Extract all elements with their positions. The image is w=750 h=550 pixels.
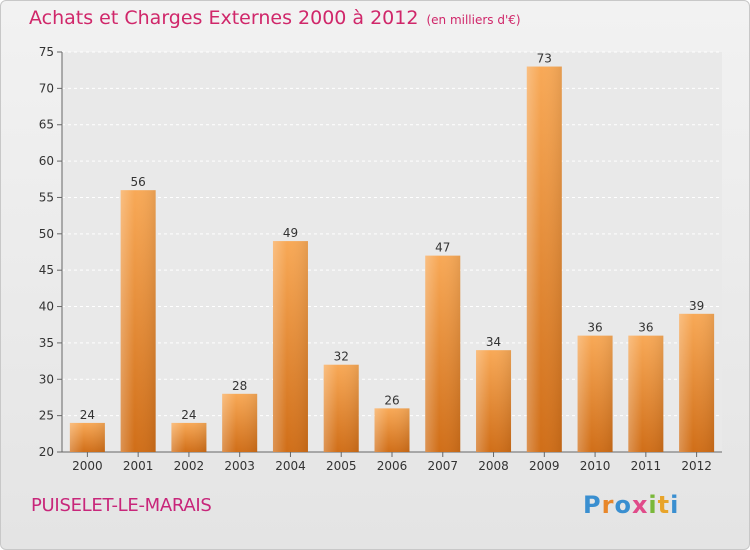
y-tick-label: 50 xyxy=(39,227,54,241)
bar-shade-2003 xyxy=(222,393,258,452)
y-tick-label: 40 xyxy=(39,300,54,314)
x-tick-label: 2003 xyxy=(224,459,255,473)
x-tick-label: 2002 xyxy=(174,459,205,473)
bar-shade-2006 xyxy=(374,408,410,452)
bar-value-label: 39 xyxy=(689,299,704,313)
y-tick-label: 60 xyxy=(39,154,54,168)
x-tick-label: 2009 xyxy=(529,459,560,473)
y-tick-label: 70 xyxy=(39,81,54,95)
x-tick-label: 2012 xyxy=(681,459,712,473)
x-tick-label: 2006 xyxy=(377,459,408,473)
bar-value-label: 36 xyxy=(587,321,602,335)
bar-value-label: 56 xyxy=(131,175,146,189)
x-tick-label: 2011 xyxy=(631,459,662,473)
bar-shade-2000 xyxy=(69,422,105,452)
proxiti-logo: Proxiti xyxy=(583,491,680,519)
x-tick-label: 2008 xyxy=(478,459,509,473)
bar-value-label: 47 xyxy=(435,241,450,255)
bar-shade-2005 xyxy=(323,364,359,452)
bar-shade-2008 xyxy=(476,350,512,452)
y-tick-label: 65 xyxy=(39,118,54,132)
grid-lines xyxy=(62,51,722,453)
bar-value-label: 73 xyxy=(537,52,552,66)
bar-shade-2002 xyxy=(171,422,207,452)
x-tick-label: 2000 xyxy=(72,459,103,473)
bar-value-label: 36 xyxy=(638,321,653,335)
y-tick-label: 55 xyxy=(39,190,54,204)
y-tick-label: 20 xyxy=(39,445,54,459)
x-tick-label: 2010 xyxy=(580,459,611,473)
x-tick-label: 2004 xyxy=(275,459,306,473)
bar-value-label: 34 xyxy=(486,335,501,349)
bar-shade-2001 xyxy=(120,190,156,452)
bar-value-label: 26 xyxy=(384,393,399,407)
x-tick-label: 2005 xyxy=(326,459,357,473)
bar-value-label: 32 xyxy=(334,350,349,364)
bar-shade-2012 xyxy=(679,313,715,452)
bar-value-label: 28 xyxy=(232,379,247,393)
y-tick-label: 45 xyxy=(39,263,54,277)
bars: 24 56 24 28 49 32 26 47 34 73 36 36 39 xyxy=(69,52,715,452)
bar-value-label: 24 xyxy=(80,408,95,422)
bar-value-label: 49 xyxy=(283,226,298,240)
chart-unit-note: (en milliers d'€) xyxy=(426,13,521,27)
x-tick-label: 2007 xyxy=(427,459,458,473)
bar-shade-2011 xyxy=(628,335,664,452)
chart-title-text: Achats et Charges Externes 2000 à 2012 xyxy=(29,7,419,29)
y-tick-label: 30 xyxy=(39,372,54,386)
plot-area xyxy=(62,52,722,452)
y-tick-label: 25 xyxy=(39,409,54,423)
y-tick-label: 75 xyxy=(39,45,54,59)
commune-name: PUISELET-LE-MARAIS xyxy=(31,495,212,516)
bar-shade-2007 xyxy=(425,255,461,452)
bar-shade-2004 xyxy=(272,241,308,452)
chart-title: Achats et Charges Externes 2000 à 2012 (e… xyxy=(29,7,521,29)
bar-shade-2010 xyxy=(577,335,613,452)
x-tick-label: 2001 xyxy=(123,459,154,473)
bar-shade-2009 xyxy=(526,66,562,452)
y-tick-label: 35 xyxy=(39,336,54,350)
bar-value-label: 24 xyxy=(181,408,196,422)
